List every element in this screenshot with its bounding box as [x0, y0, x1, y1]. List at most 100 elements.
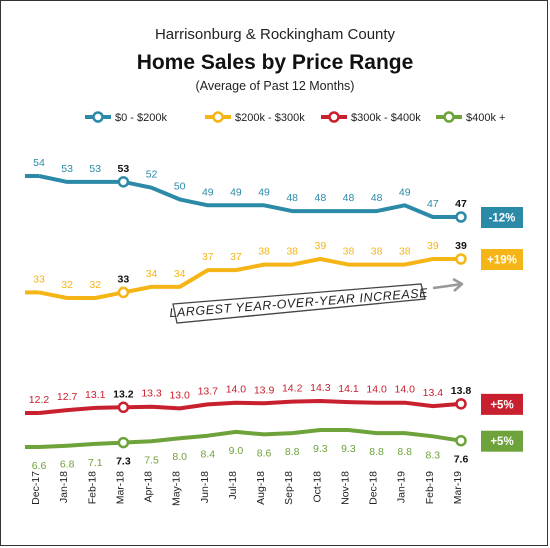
- legend-item-400k: $400k +: [436, 111, 505, 124]
- series-0-200k: 54 53 53 53 52 50 49 49 49 48 48 48 48 49 47 47 -12%: [25, 157, 523, 228]
- data-label: 34: [146, 268, 158, 280]
- data-label: 9.0: [229, 445, 244, 457]
- data-label: 14.1: [338, 383, 359, 395]
- data-point: [455, 434, 467, 447]
- data-label: 39: [427, 240, 439, 252]
- legend-marker: [212, 111, 224, 123]
- x-tick-label: Sep-18: [283, 471, 295, 505]
- data-label: 8.3: [426, 449, 441, 461]
- data-label: 6.8: [60, 459, 75, 471]
- data-point: [455, 211, 467, 223]
- data-label: 13.8: [451, 385, 472, 397]
- legend-label: $400k +: [466, 112, 505, 124]
- data-label: 38: [371, 246, 383, 258]
- data-label: 7.3: [116, 456, 131, 468]
- series-line: [38, 174, 461, 219]
- x-tick-label: Feb-18: [86, 471, 98, 504]
- series-400k: 6.6 6.8 7.1 7.3 7.5 8.0 8.4 9.0 8.6 8.8 9.3 9.3 8.8 8…: [25, 428, 523, 472]
- x-tick-label: May-18: [171, 471, 183, 506]
- data-label: 48: [343, 192, 355, 204]
- data-point: [455, 253, 467, 265]
- legend-label: $300k - $400k: [351, 112, 421, 124]
- x-tick-label: Apr-18: [143, 471, 155, 503]
- x-tick-label: Nov-18: [339, 471, 351, 505]
- data-label: 49: [258, 186, 270, 198]
- x-axis: Dec-17 Jan-18 Feb-18 Mar-18 Apr-18 May-18 Jun-…: [30, 471, 464, 506]
- data-label: 7.6: [454, 454, 469, 466]
- data-label: 7.1: [88, 457, 103, 469]
- chart-title: Home Sales by Price Range: [137, 51, 414, 74]
- data-label: 49: [202, 186, 214, 198]
- chart-title-line1: Harrisonburg & Rockingham County: [155, 26, 396, 43]
- legend-marker: [92, 111, 104, 123]
- data-label: 47: [427, 198, 439, 210]
- data-label: 7.5: [144, 454, 159, 466]
- data-label: 38: [343, 246, 355, 258]
- change-badge-box: [481, 393, 523, 415]
- data-label: 37: [202, 251, 214, 263]
- x-tick-label: Dec-17: [30, 471, 42, 505]
- data-label: 8.8: [285, 446, 300, 458]
- change-badge-label: +5%: [490, 436, 513, 448]
- data-label: 53: [89, 163, 101, 175]
- data-label: 34: [174, 268, 186, 280]
- legend-marker: [328, 111, 340, 123]
- annotation-arrow-head: [452, 277, 464, 292]
- data-label: 48: [314, 192, 326, 204]
- data-label: 6.6: [32, 460, 47, 472]
- data-label: 13.7: [198, 385, 219, 397]
- data-label: 32: [61, 279, 73, 291]
- data-label: 13.0: [169, 389, 190, 401]
- data-label: 12.7: [57, 391, 78, 403]
- data-label: 8.6: [257, 447, 272, 459]
- series-line: [38, 257, 461, 300]
- change-badge-200k-300k: +19%: [481, 249, 523, 270]
- change-badge-0-200k: -12%: [481, 207, 523, 228]
- data-label: 39: [455, 240, 467, 252]
- legend-item-200k-300k: $200k - $300k: [205, 111, 305, 124]
- legend-item-0-200k: $0 - $200k: [85, 111, 167, 124]
- data-label: 39: [314, 240, 326, 252]
- legend-label: $200k - $300k: [235, 112, 305, 124]
- data-label: 13.2: [113, 388, 134, 400]
- data-label: 47: [455, 198, 467, 210]
- change-badge-400k: +5%: [481, 430, 523, 452]
- data-point: [117, 286, 130, 299]
- data-label: 14.0: [395, 384, 416, 396]
- data-label: 52: [146, 169, 158, 181]
- annotation-arrow-shaft: [432, 282, 462, 290]
- change-badge-label: +5%: [490, 399, 513, 411]
- x-tick-label: Jan-18: [58, 471, 70, 503]
- data-point: [117, 436, 130, 449]
- chart-subtitle: (Average of Past 12 Months): [196, 79, 355, 93]
- legend-marker: [443, 111, 455, 123]
- data-label: 8.8: [397, 446, 412, 458]
- data-point: [117, 401, 130, 414]
- data-point: [455, 398, 467, 410]
- data-label: 53: [61, 163, 73, 175]
- change-badge-box: [481, 249, 523, 270]
- data-label: 38: [258, 246, 270, 258]
- data-label: 13.9: [254, 384, 275, 396]
- legend: $0 - $200k $200k - $300k $300k - $400k $400…: [85, 111, 505, 124]
- x-tick-label: Jan-19: [396, 471, 408, 503]
- annotation-box: [172, 283, 426, 324]
- data-label: 49: [399, 186, 411, 198]
- data-label: 37: [230, 251, 242, 263]
- x-tick-label: Jul-18: [227, 471, 239, 500]
- data-label: 48: [286, 192, 298, 204]
- data-label: 33: [33, 273, 45, 285]
- series-200k-300k: 33 32 32 33 34 34 37 37 38 38 39 38 38 38 39 39 +19%: [25, 240, 523, 300]
- data-label: 14.0: [226, 384, 247, 396]
- data-label: 53: [118, 163, 130, 175]
- change-badge-box: [481, 207, 523, 228]
- legend-item-300k-400k: $300k - $400k: [321, 111, 421, 124]
- data-label: 50: [174, 180, 186, 192]
- change-badge-300k-400k: +5%: [481, 393, 523, 415]
- annotation-callout: LARGEST YEAR-OVER-YEAR INCREASE: [169, 277, 464, 324]
- change-badge-label: +19%: [487, 255, 517, 267]
- data-point: [117, 176, 130, 188]
- x-tick-label: Dec-18: [368, 471, 380, 505]
- x-tick-label: Oct-18: [311, 471, 323, 503]
